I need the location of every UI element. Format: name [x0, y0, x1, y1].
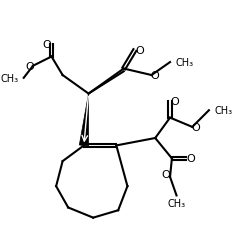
Text: CH₃: CH₃: [168, 198, 186, 208]
Text: O: O: [135, 46, 144, 56]
Text: O: O: [192, 122, 200, 132]
Text: O: O: [170, 97, 179, 107]
Polygon shape: [79, 94, 89, 146]
Text: O: O: [25, 61, 34, 72]
Text: CH₃: CH₃: [0, 74, 18, 83]
Text: CH₃: CH₃: [215, 106, 233, 116]
Text: O: O: [161, 169, 170, 179]
Text: O: O: [151, 71, 160, 81]
Text: O: O: [43, 39, 51, 49]
Text: O: O: [186, 154, 195, 164]
Text: CH₃: CH₃: [176, 58, 194, 68]
